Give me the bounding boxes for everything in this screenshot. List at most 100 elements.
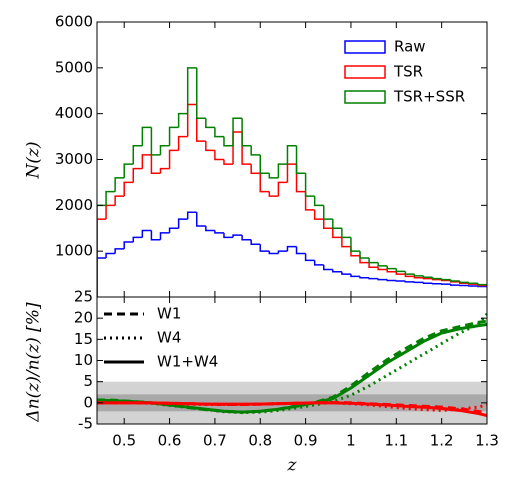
histogram-step [295, 164, 306, 193]
histogram-step [105, 204, 116, 220]
histogram-step [359, 255, 370, 264]
histogram-step [177, 135, 188, 151]
histogram-step [123, 181, 134, 197]
histogram-step [422, 275, 433, 279]
histogram-step [132, 145, 143, 165]
histogram-step [322, 205, 333, 220]
histogram-step [159, 145, 170, 155]
histogram-step [440, 278, 451, 281]
histogram-step [105, 252, 116, 259]
histogram-step [368, 277, 379, 280]
histogram-step [341, 271, 351, 275]
histogram-step [377, 278, 388, 281]
histogram-step [259, 154, 270, 174]
x-tick-label: 0.9 [294, 432, 318, 450]
histogram-step [395, 271, 406, 275]
histogram-step [232, 234, 243, 238]
histogram-step [114, 195, 125, 206]
histogram-step [459, 280, 469, 284]
histogram-step [241, 118, 252, 147]
histogram-step [114, 248, 125, 254]
histogram-step [97, 257, 107, 297]
histogram-step [359, 276, 370, 279]
histogram-step [250, 145, 261, 156]
histogram-step [232, 117, 243, 146]
histogram-step [223, 136, 234, 147]
histogram-step [304, 191, 315, 211]
histogram-step [132, 167, 143, 183]
histogram-step [114, 177, 125, 192]
histogram-step [395, 268, 406, 273]
histogram-step [332, 219, 342, 229]
histogram-step [377, 262, 388, 267]
histogram-step [196, 212, 206, 227]
y-tick-label: 15 [74, 330, 93, 348]
histogram-step [205, 118, 215, 129]
histogram-step [404, 280, 415, 283]
histogram-step [97, 204, 107, 297]
legend-swatch [344, 90, 386, 104]
histogram-step [277, 163, 288, 178]
histogram-step [368, 262, 379, 268]
histogram-step [205, 225, 215, 232]
y-tick-label: 0 [83, 393, 93, 411]
histogram-step [422, 282, 433, 284]
y-tick-label: 5 [83, 372, 93, 390]
histogram-step [268, 251, 279, 255]
histogram-step [250, 239, 261, 246]
x-axis-label: z [287, 456, 298, 476]
legend-label: TSR [393, 63, 423, 81]
histogram-step [123, 241, 134, 249]
histogram-step [205, 141, 215, 152]
y-tick-label: 1000 [55, 242, 93, 260]
histogram-step [141, 126, 152, 146]
legend-label: TSR+SSR [393, 88, 465, 106]
histogram-step [177, 218, 188, 229]
histogram-step [350, 237, 361, 252]
histogram-step [341, 228, 351, 239]
histogram-step [168, 227, 179, 233]
x-tick-label: 1.1 [384, 432, 408, 450]
histogram-step [468, 282, 478, 284]
histogram-step [359, 251, 370, 259]
histogram-step [286, 145, 297, 165]
x-tick-label: 0.8 [248, 432, 272, 450]
histogram-step [186, 103, 197, 137]
y-tick-label: 20 [74, 309, 93, 327]
histogram-step [332, 228, 342, 239]
histogram-step [386, 269, 397, 273]
histogram-step [177, 112, 188, 128]
y-axis-label: N(z) [24, 141, 44, 179]
y-tick-label: 10 [74, 351, 93, 369]
histogram-step [295, 145, 306, 174]
histogram-step [97, 218, 107, 297]
histogram-step [286, 163, 297, 183]
histogram-step [368, 258, 379, 264]
x-tick-label: 0.5 [112, 432, 136, 450]
histogram-step [186, 67, 197, 114]
histogram-step [196, 67, 206, 119]
histogram-step [377, 267, 388, 271]
histogram-step [214, 150, 224, 161]
histogram-step [313, 260, 324, 266]
legend-label: Raw [394, 38, 426, 56]
histogram-step [286, 245, 297, 252]
y-tick-label: 6000 [55, 13, 93, 31]
histogram-step [214, 127, 224, 138]
histogram-step [214, 230, 224, 234]
histogram-step [304, 253, 315, 262]
histogram-step [304, 173, 315, 197]
histogram-step [449, 284, 460, 286]
legend-label: W1 [157, 305, 181, 323]
histogram-step [241, 132, 252, 165]
histogram-step [413, 276, 424, 279]
y-tick-label: 5000 [55, 58, 93, 76]
legend-label: W1+W4 [157, 353, 218, 371]
histogram-step [277, 181, 288, 197]
histogram-step [223, 232, 234, 239]
histogram-step [241, 235, 252, 241]
x-tick-label: 1.2 [430, 432, 454, 450]
histogram-step [277, 250, 288, 254]
histogram-step [232, 131, 243, 165]
